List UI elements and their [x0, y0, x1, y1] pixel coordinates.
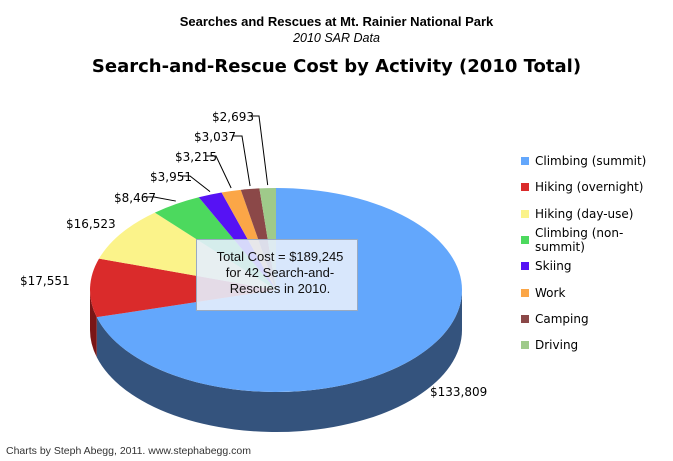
legend-label: Hiking (day-use) — [535, 206, 634, 221]
leader-line — [144, 196, 176, 202]
legend-item: Climbing (non-summit) — [521, 226, 673, 255]
data-label: $2,693 — [212, 110, 254, 124]
legend-label: Climbing (summit) — [535, 154, 647, 169]
callout-line-2: for 42 Search-and- — [225, 265, 335, 280]
legend-swatch — [521, 314, 529, 323]
legend-label: Work — [535, 285, 566, 300]
callout-line-3: Rescues in 2010. — [229, 281, 331, 296]
label-leader-lines — [144, 115, 269, 202]
legend-item: Climbing (summit) — [521, 148, 673, 174]
leader-line — [180, 175, 211, 193]
legend-swatch — [521, 183, 529, 192]
chart-header-subtitle: 2010 SAR Data — [293, 31, 380, 45]
data-label: $3,951 — [150, 170, 192, 184]
chart-title: Search-and-Rescue Cost by Activity (2010… — [91, 56, 582, 77]
legend-item: Work — [521, 279, 673, 305]
leader-line — [206, 155, 232, 189]
legend-swatch — [521, 236, 529, 245]
legend-label: Camping — [535, 311, 589, 326]
data-label: $8,467 — [114, 191, 156, 205]
chart-header-title: Searches and Rescues at Mt. Rainier Nati… — [179, 14, 494, 29]
legend-swatch — [521, 341, 529, 350]
legend-item: Camping — [521, 306, 673, 332]
pie-slice-hiking-overnight- — [90, 258, 276, 318]
legend-swatch — [521, 262, 529, 271]
data-label: $133,809 — [430, 385, 487, 399]
chart-legend: Climbing (summit) Hiking (overnight) Hik… — [521, 148, 673, 358]
pie-side-hiking-overnight- — [90, 290, 97, 358]
credit-footer: Charts by Steph Abegg, 2011. www.stephab… — [6, 445, 251, 457]
legend-item: Skiing — [521, 253, 673, 279]
legend-label: Driving — [535, 338, 579, 353]
legend-label: Skiing — [535, 259, 572, 274]
legend-item: Driving — [521, 332, 673, 358]
legend-swatch — [521, 209, 529, 218]
pie-side-climbing-summit- — [96, 290, 462, 433]
total-cost-callout: Total Cost = $189,245 for 42 Search-and-… — [196, 239, 358, 311]
legend-item: Hiking (overnight) — [521, 174, 673, 200]
pie-sides — [90, 290, 462, 433]
leader-line — [249, 115, 269, 186]
data-label: $17,551 — [20, 274, 70, 288]
data-label: $3,037 — [194, 130, 236, 144]
legend-swatch — [521, 157, 529, 166]
legend-swatch — [521, 288, 529, 297]
data-labels: $133,809 $17,551 $16,523 $8,467 $3,951 $3,215… — [20, 110, 487, 399]
legend-label: Climbing (non-summit) — [534, 226, 624, 255]
legend-item: Hiking (day-use) — [521, 201, 673, 227]
callout-line-1: Total Cost = $189,245 — [216, 249, 344, 264]
leader-line — [232, 135, 251, 187]
data-label: $3,215 — [175, 150, 217, 164]
data-label: $16,523 — [66, 217, 116, 231]
legend-label: Hiking (overnight) — [535, 180, 644, 195]
